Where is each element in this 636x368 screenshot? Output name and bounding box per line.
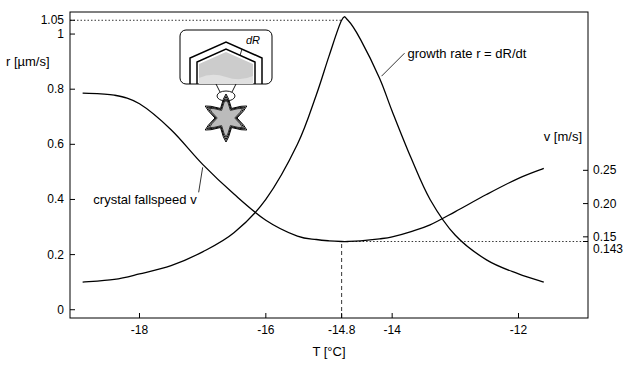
crystal-inner-edge — [197, 49, 255, 84]
reference-line — [70, 20, 342, 21]
x-tick-label: -14.8 — [328, 323, 356, 337]
y2-axis-title: v [m/s] — [544, 129, 582, 144]
y-tick-label: 1 — [57, 27, 64, 41]
crystal-cut — [199, 75, 253, 84]
y-tick — [70, 254, 75, 255]
x-tick-label: -16 — [257, 323, 275, 337]
y2-tick — [583, 203, 588, 204]
inset-spout — [216, 84, 220, 92]
y2-tick-label: 0.25 — [593, 163, 617, 177]
y-tick — [70, 199, 75, 200]
y-tick — [70, 89, 75, 90]
inset-content — [190, 42, 262, 84]
reference-line — [342, 241, 588, 242]
series-line — [83, 93, 544, 241]
x-tick — [518, 313, 519, 318]
x-tick-label: -14 — [383, 323, 401, 337]
y-tick — [70, 144, 75, 145]
leader-line — [199, 167, 203, 192]
crystal-outer-edge — [190, 42, 262, 84]
y2-tick — [583, 236, 588, 237]
series-label: growth rate r = dR/dt — [408, 46, 527, 61]
y2-tick — [583, 241, 588, 242]
y-tick-label: 1.05 — [41, 13, 65, 27]
y-tick-label: 0.4 — [47, 192, 64, 206]
series-label: crystal fallspeed v — [93, 192, 197, 207]
inset: dR — [180, 30, 272, 142]
y-tick — [70, 309, 75, 310]
dr-arrow — [240, 49, 242, 56]
x-tick-label: -12 — [510, 323, 528, 337]
x-tick — [265, 313, 266, 318]
inset-focus — [217, 91, 235, 101]
curves — [83, 17, 544, 282]
y2-tick-label: 0.20 — [593, 197, 617, 211]
reference-line — [341, 242, 342, 319]
x-tick — [139, 313, 140, 318]
x-tick — [341, 313, 342, 318]
plot-frame — [70, 12, 588, 318]
y-tick-label: 0.2 — [47, 248, 64, 262]
y-tick — [70, 20, 75, 21]
y-tick-label: 0 — [57, 303, 64, 317]
series-line — [83, 17, 544, 282]
snowflake-core — [209, 99, 242, 137]
y-tick-label: 0.8 — [47, 82, 64, 96]
x-tick — [392, 313, 393, 318]
y-tick — [70, 34, 75, 35]
y-tick-label: 0.6 — [47, 137, 64, 151]
y-axis-title: r [µm/s] — [6, 54, 50, 69]
x-axis-title: T [°C] — [312, 344, 345, 359]
inset-label: dR — [246, 34, 260, 46]
y2-tick-label: 0.143 — [593, 242, 623, 256]
leader-line — [382, 53, 405, 76]
chart: -18-16-14.8-14-121.0510.80.60.40.200.250… — [0, 0, 636, 368]
inset-spout — [232, 84, 236, 92]
snowflake-middle — [207, 96, 244, 139]
y2-tick — [583, 170, 588, 171]
x-tick-label: -18 — [131, 323, 149, 337]
